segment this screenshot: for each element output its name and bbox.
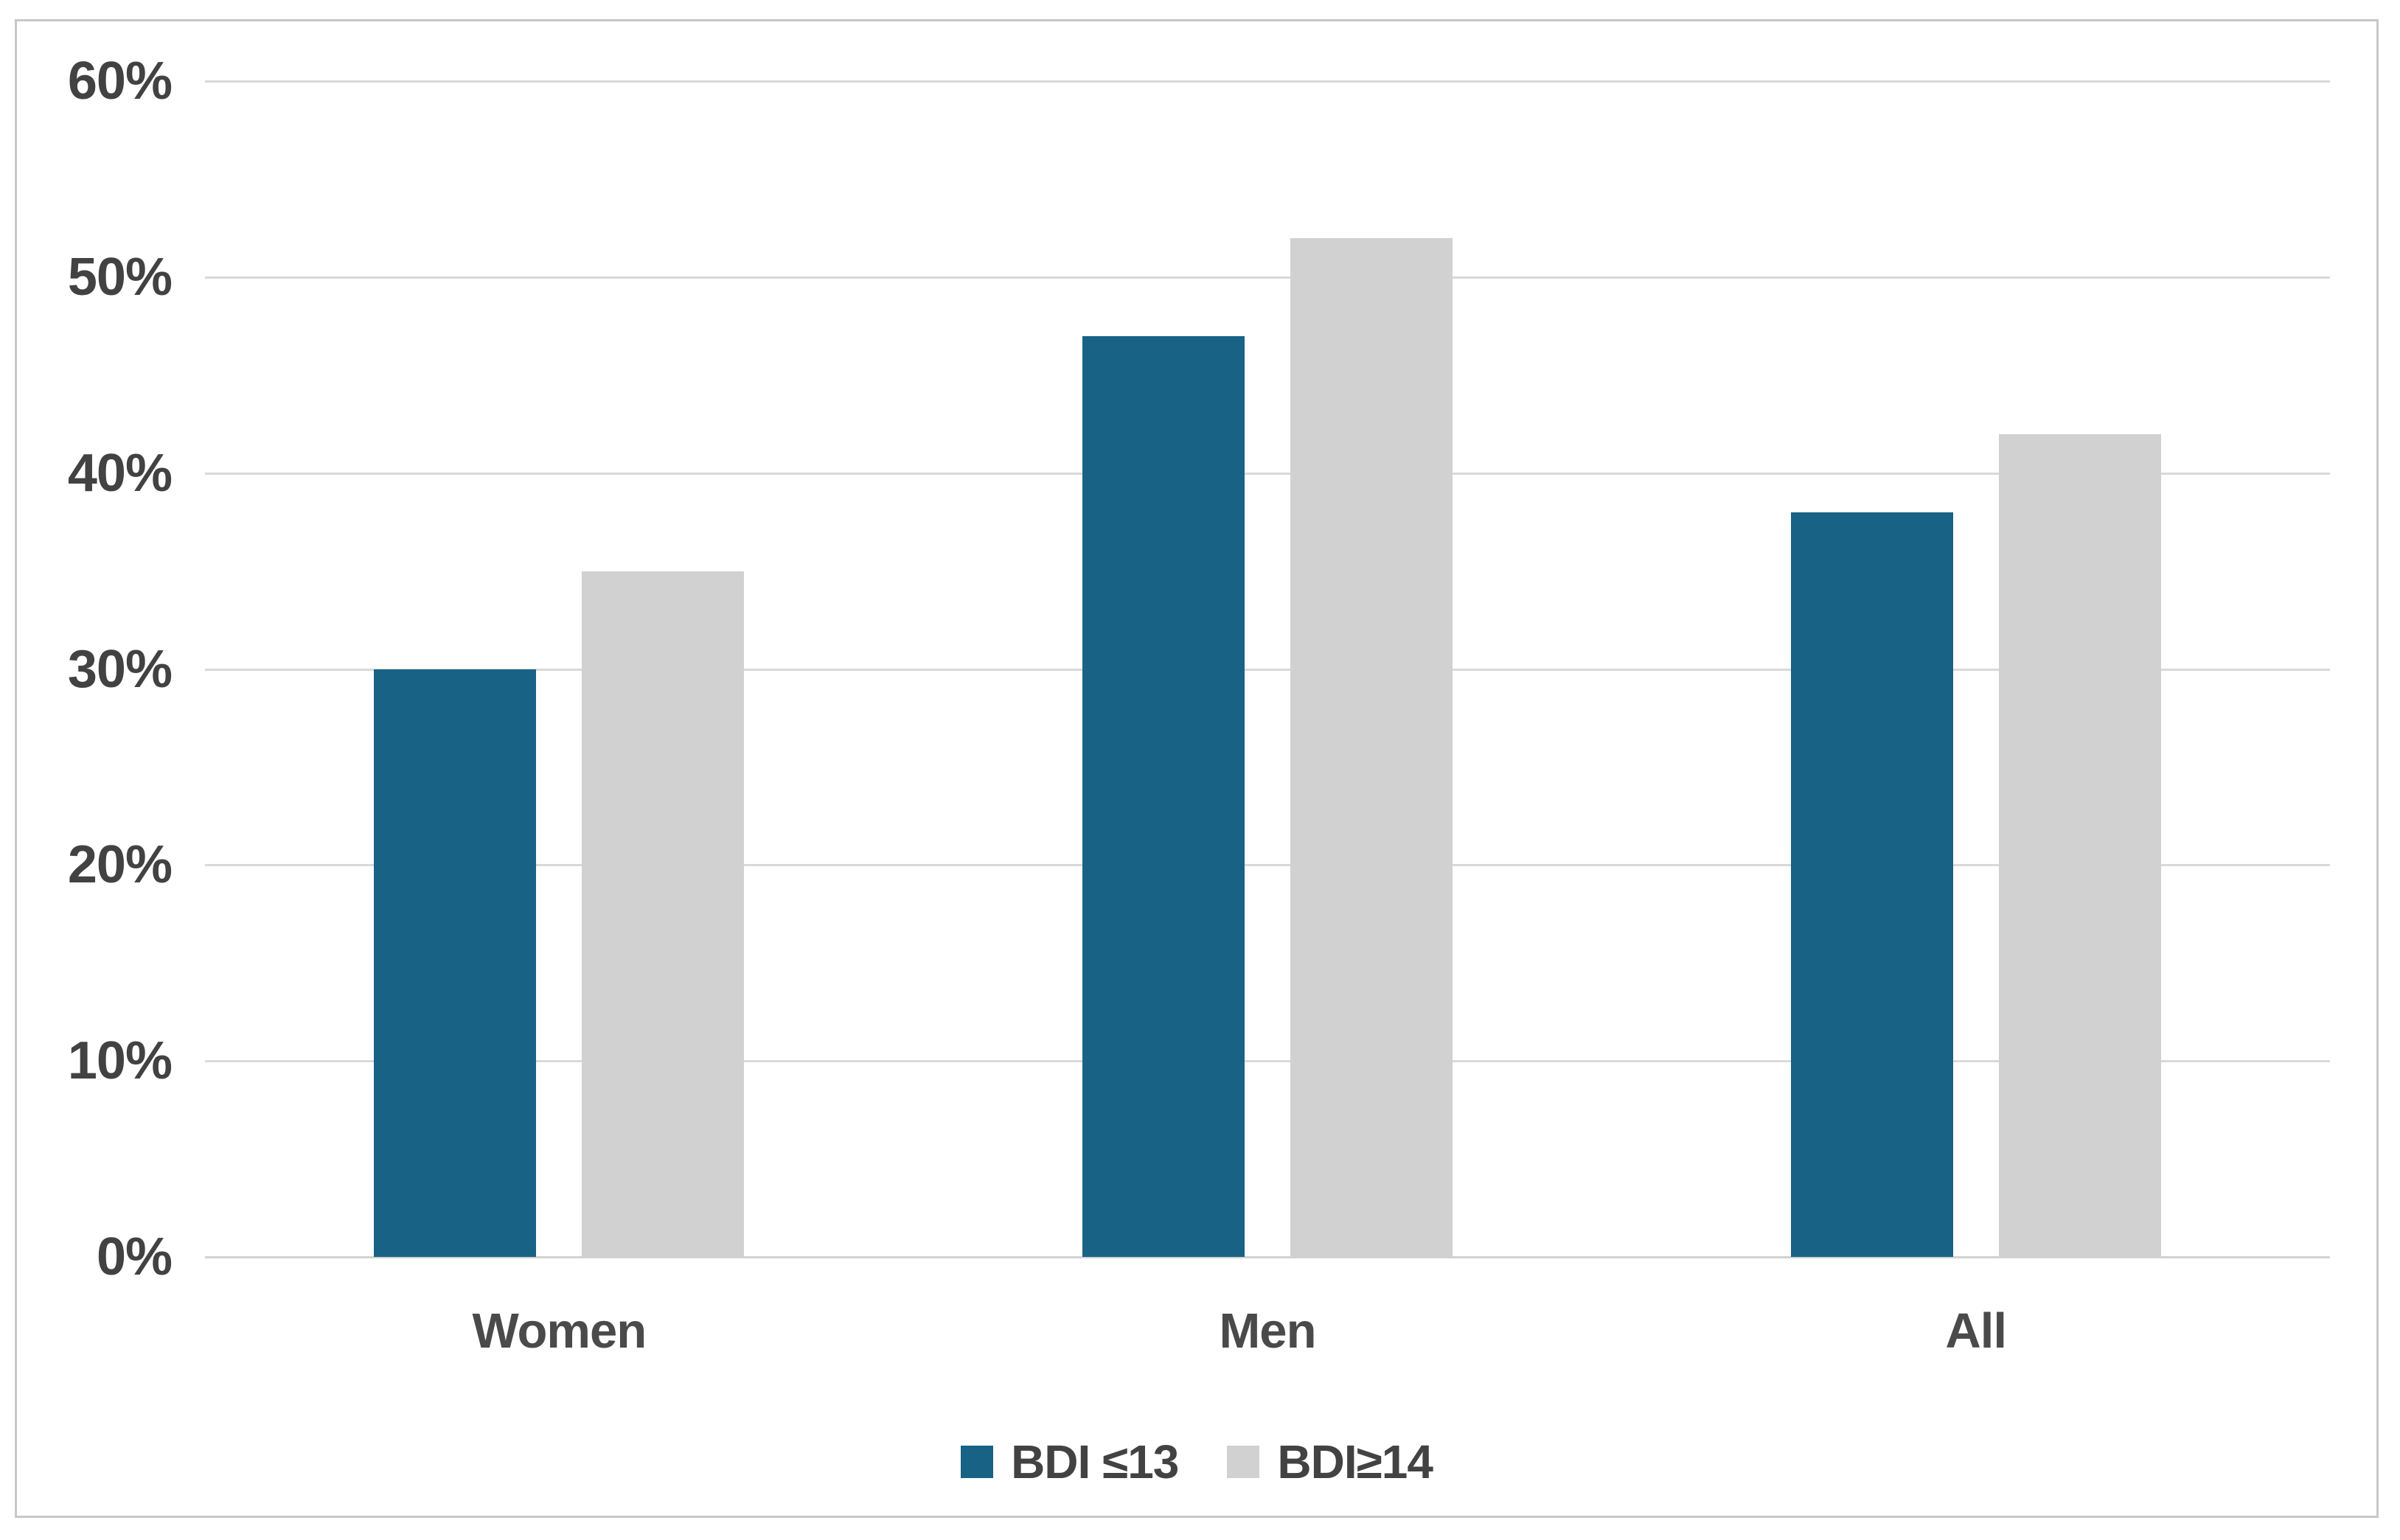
y-tick-label-20%: 20%: [67, 835, 173, 895]
x-category-label-all: All: [1945, 1303, 2007, 1359]
y-tick-label-60%: 60%: [67, 52, 173, 111]
legend-label: BDI≥14: [1277, 1435, 1433, 1488]
gridline-20%: [205, 864, 2330, 867]
legend-item-series2: BDI≥14: [1227, 1438, 1433, 1485]
gridline-60%: [205, 80, 2330, 83]
x-axis-line: [205, 1256, 2330, 1258]
x-category-label-men: Men: [1219, 1303, 1317, 1359]
bar-men-series1: [1082, 335, 1245, 1257]
x-category-label-women: Women: [472, 1303, 647, 1359]
bar-all-series2: [1998, 433, 2161, 1257]
y-tick-label-10%: 10%: [67, 1031, 173, 1091]
bar-men-series2: [1290, 237, 1453, 1257]
bar-women-series2: [582, 571, 745, 1257]
gridline-40%: [205, 472, 2330, 475]
gridline-10%: [205, 1060, 2330, 1063]
legend: BDI ≤13 BDI≥14: [17, 1435, 2376, 1488]
chart-frame: 0% 10% 20% 30% 40% 50% 60% Women Men All BDI ≤13…: [15, 19, 2379, 1518]
y-tick-label-50%: 50%: [67, 248, 173, 307]
legend-label: BDI ≤13: [1011, 1435, 1179, 1488]
y-tick-label-0%: 0%: [96, 1227, 173, 1286]
legend-swatch-icon: [961, 1446, 994, 1478]
gridline-30%: [205, 668, 2330, 671]
bar-all-series1: [1790, 512, 1953, 1257]
y-tick-label-30%: 30%: [67, 639, 173, 699]
legend-swatch-icon: [1227, 1446, 1260, 1478]
legend-item-series1: BDI ≤13: [961, 1435, 1179, 1488]
gridline-50%: [205, 276, 2330, 279]
y-tick-label-40%: 40%: [67, 443, 173, 503]
bar-women-series1: [374, 669, 537, 1257]
